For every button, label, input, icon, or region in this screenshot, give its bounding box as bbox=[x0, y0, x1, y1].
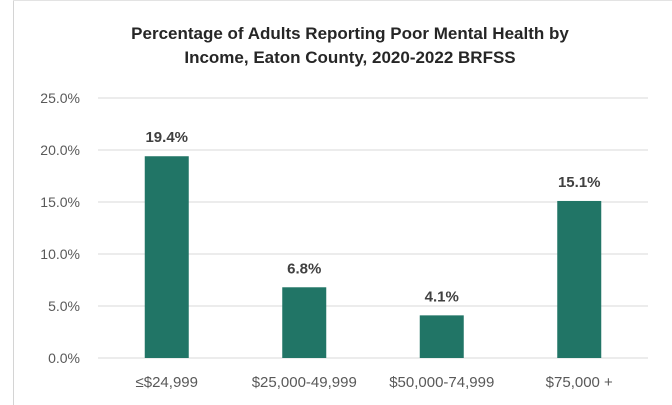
bar[interactable] bbox=[419, 315, 464, 358]
bar[interactable] bbox=[282, 287, 327, 358]
bar[interactable] bbox=[144, 156, 189, 358]
data-label: 4.1% bbox=[425, 288, 459, 305]
y-tick-label: 0.0% bbox=[48, 350, 80, 366]
y-tick-label: 10.0% bbox=[40, 246, 80, 262]
chart-title-line-2: Income, Eaton County, 2020-2022 BRFSS bbox=[184, 48, 516, 67]
data-label: 6.8% bbox=[287, 260, 321, 277]
x-tick-label: $25,000-49,999 bbox=[252, 374, 357, 391]
x-tick-label: $75,000 + bbox=[546, 374, 613, 391]
y-tick-label: 5.0% bbox=[48, 298, 80, 314]
x-tick-label: $50,000-74,999 bbox=[389, 374, 494, 391]
y-tick-label: 20.0% bbox=[40, 142, 80, 158]
data-label: 15.1% bbox=[558, 174, 601, 191]
bar[interactable] bbox=[557, 200, 602, 358]
x-tick-label: ≤$24,999 bbox=[136, 374, 198, 391]
chart-title-line-1: Percentage of Adults Reporting Poor Ment… bbox=[131, 24, 569, 43]
chart-title: Percentage of Adults Reporting Poor Ment… bbox=[60, 22, 640, 70]
panel-border-top bbox=[13, 0, 672, 1]
panel-border-left bbox=[13, 0, 14, 405]
y-tick-label: 15.0% bbox=[40, 194, 80, 210]
data-label: 19.4% bbox=[145, 129, 188, 146]
y-tick-label: 25.0% bbox=[40, 90, 80, 106]
